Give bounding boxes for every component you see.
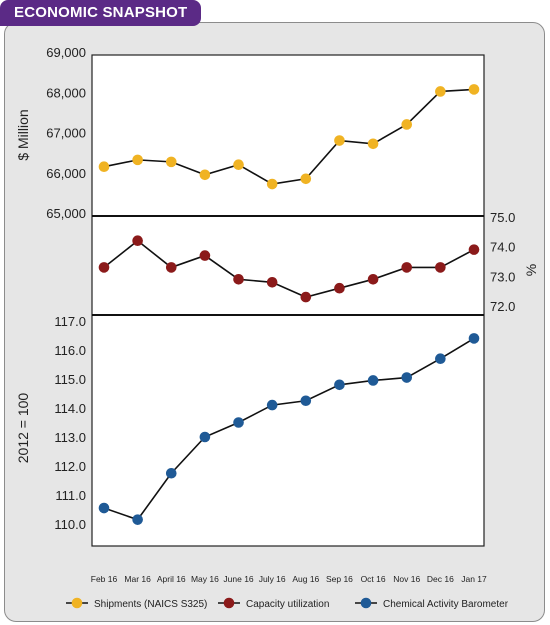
page-title: ECONOMIC SNAPSHOT (0, 0, 202, 26)
data-point (367, 138, 379, 150)
data-point (132, 235, 143, 247)
data-point (132, 514, 143, 525)
data-point (300, 291, 312, 303)
data-point (435, 353, 446, 365)
data-point (165, 262, 177, 273)
y-tick-label: 116.0 (54, 343, 86, 358)
data-point (165, 156, 177, 168)
y-tick-label: 74.0 (490, 240, 515, 255)
legend-label: Capacity utilization (246, 599, 329, 610)
y-tick-label: 65,000 (46, 206, 86, 221)
y-tick-label: 68,000 (46, 85, 86, 100)
data-point (367, 375, 379, 386)
data-point (468, 244, 480, 255)
data-point (98, 502, 110, 514)
x-tick-label: June 16 (223, 574, 254, 584)
data-point (401, 262, 413, 273)
y-axis-label: 2012 = 100 (15, 393, 31, 464)
series-line (103, 88, 475, 185)
y-tick-label: 110.0 (54, 517, 86, 532)
y-tick-label: 69,000 (46, 45, 86, 60)
x-tick-label: Oct 16 (361, 574, 386, 584)
y-tick-label: 72.0 (490, 299, 515, 314)
data-point (334, 282, 345, 294)
data-point (199, 169, 211, 181)
data-point (334, 379, 345, 391)
x-tick-label: Feb 16 (91, 574, 118, 584)
data-point (233, 274, 244, 285)
y-tick-label: 112.0 (54, 459, 86, 474)
data-point (98, 262, 110, 273)
x-tick-label: Nov 16 (393, 574, 420, 584)
data-point (300, 173, 312, 185)
y-tick-label: 66,000 (46, 166, 86, 181)
legend-marker (223, 597, 235, 609)
data-point (98, 161, 110, 173)
data-point (401, 372, 413, 383)
y-axis-label: % (523, 264, 539, 276)
plot-area (91, 54, 485, 547)
x-tick-label: July 16 (259, 574, 286, 584)
y-tick-label: 113.0 (54, 430, 86, 445)
data-point (165, 467, 177, 479)
series-line (103, 337, 475, 521)
data-point (435, 262, 446, 273)
series-line (103, 239, 475, 298)
data-point (266, 399, 278, 411)
legend-label: Chemical Activity Barometer (383, 599, 509, 610)
data-point (367, 274, 379, 285)
data-point (468, 333, 480, 344)
x-tick-label: Jan 17 (461, 574, 487, 584)
data-point (199, 431, 211, 443)
x-tick-label: Aug 16 (292, 574, 319, 584)
y-tick-label: 115.0 (54, 372, 86, 387)
x-tick-label: May 16 (191, 574, 219, 584)
data-point (199, 250, 211, 261)
x-tick-label: Sep 16 (326, 574, 353, 584)
data-point (132, 154, 143, 166)
y-tick-label: 75.0 (490, 210, 515, 225)
y-tick-label: 67,000 (46, 126, 86, 141)
data-point (266, 276, 278, 288)
data-point (300, 395, 312, 407)
y-tick-label: 111.0 (55, 488, 86, 503)
data-point (233, 159, 244, 170)
x-tick-label: April 16 (157, 574, 186, 584)
y-axis-label: $ Million (15, 109, 31, 160)
legend-marker (360, 597, 372, 609)
legend-marker (71, 597, 83, 609)
legend-label: Shipments (NAICS S325) (94, 599, 207, 610)
x-tick-label: Dec 16 (427, 574, 454, 584)
data-point (334, 135, 345, 146)
data-point (435, 86, 446, 97)
x-tick-label: Mar 16 (124, 574, 151, 584)
data-point (266, 178, 278, 190)
y-tick-label: 114.0 (54, 401, 86, 416)
data-point (233, 417, 244, 428)
data-point (401, 119, 413, 130)
y-tick-label: 117.0 (54, 314, 86, 329)
y-tick-label: 73.0 (490, 269, 515, 284)
data-point (468, 84, 480, 95)
